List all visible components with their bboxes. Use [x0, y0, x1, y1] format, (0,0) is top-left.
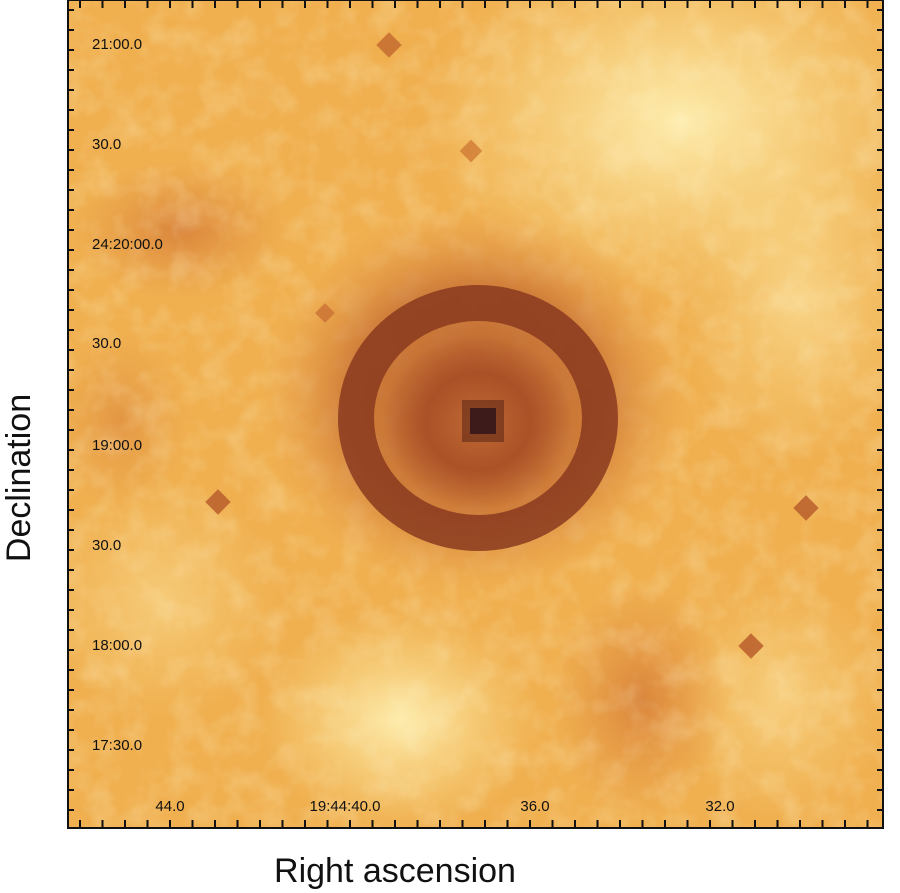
- y-axis-title: Declination: [0, 394, 38, 562]
- y-tick-label: 21:00.0: [92, 36, 142, 53]
- x-tick-labels: 44.0 19:44:40.0 36.0 32.0: [155, 798, 734, 815]
- y-tick-label: 19:00.0: [92, 437, 142, 454]
- point-source: [376, 32, 402, 58]
- x-tick-label: 36.0: [520, 798, 549, 815]
- nebula-ring: [338, 285, 618, 551]
- x-tick-label: 44.0: [155, 798, 184, 815]
- y-tick-label: 18:00.0: [92, 637, 142, 654]
- y-tick-label: 24:20:00.0: [92, 236, 163, 253]
- x-axis-title: Right ascension: [274, 852, 516, 890]
- nebula: [260, 205, 690, 595]
- x-tick-label: 19:44:40.0: [310, 798, 381, 815]
- central-star-glow: [462, 400, 504, 442]
- point-source: [738, 633, 764, 659]
- point-source: [315, 303, 335, 323]
- y-tick-labels: 21:00.0 30.0 24:20:00.0 30.0 19:00.0 30.…: [92, 36, 163, 754]
- image-frame: [67, 0, 884, 829]
- y-tick-label: 30.0: [92, 335, 121, 352]
- y-tick-label: 30.0: [92, 136, 121, 153]
- y-tick-label: 17:30.0: [92, 737, 142, 754]
- point-source: [205, 489, 231, 515]
- axis-ticks: [68, 0, 883, 828]
- x-tick-label: 32.0: [705, 798, 734, 815]
- y-tick-label: 30.0: [92, 537, 121, 554]
- point-source: [793, 495, 819, 521]
- sky-image: [68, 0, 883, 828]
